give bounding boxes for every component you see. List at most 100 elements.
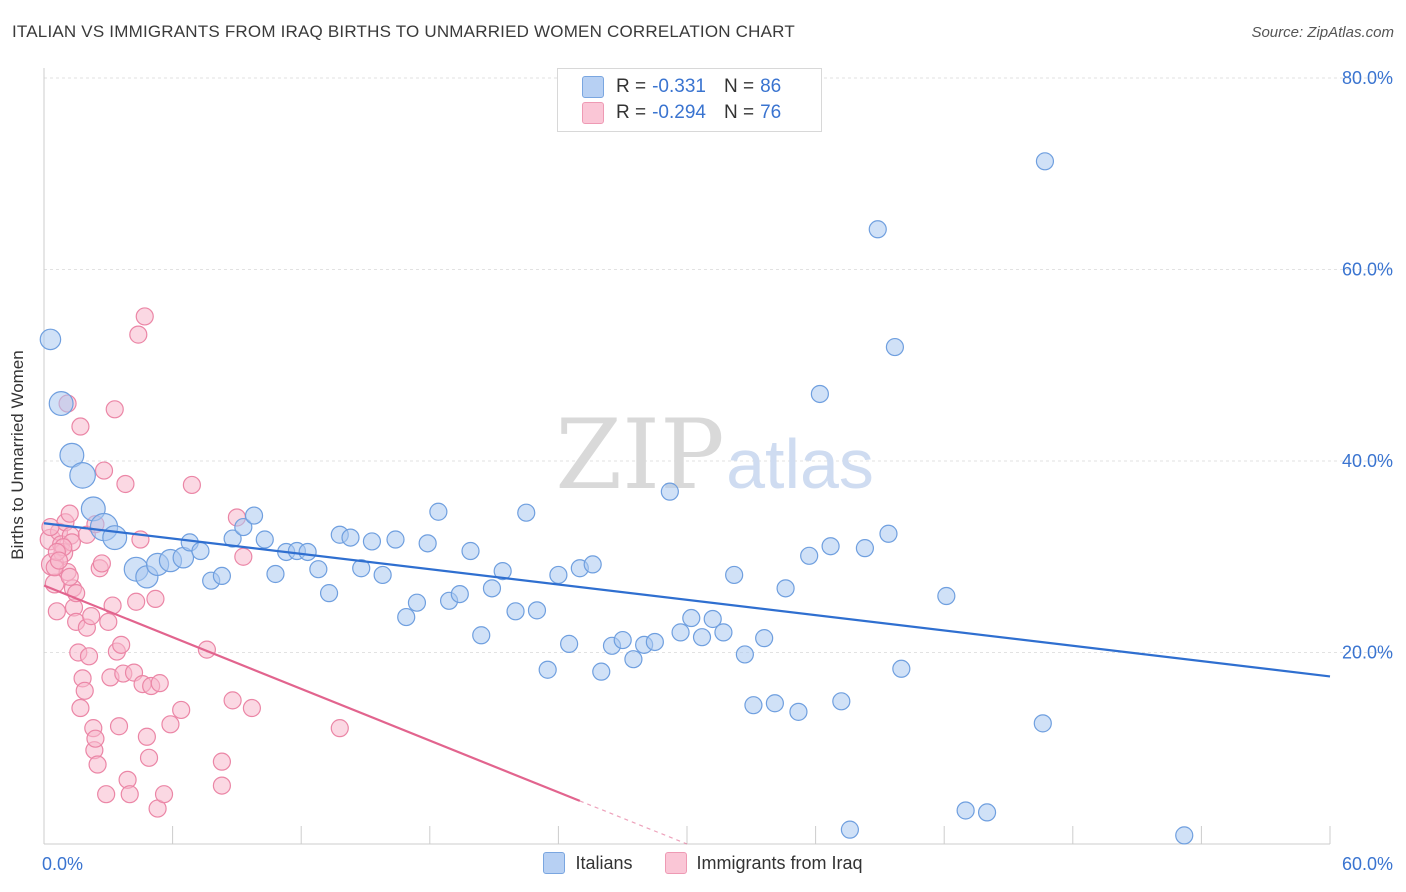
italians-point [397,607,416,627]
italians-point [937,586,956,606]
italians-point [191,541,210,561]
legend-item-italians[interactable]: Italians [543,852,633,874]
italians-point [472,626,491,645]
italians-swatch [582,76,604,98]
iraq-point [60,567,79,586]
italians-point [48,391,74,417]
iraq-point [154,785,174,804]
stats-legend: R = -0.331 N = 86 R = -0.294 N = 76 [557,68,822,132]
iraq-swatch [664,852,687,874]
iraq-point [135,307,154,326]
italians-point [885,337,905,357]
italians-point [735,645,754,664]
legend-r-label: R = [616,102,647,123]
italians-point [840,820,859,839]
legend-item-label: Italians [575,852,633,873]
italians-point [660,482,679,501]
legend-n-label: N = [723,76,755,97]
iraq-point [105,400,124,419]
x-tick-label: 0.0% [42,854,83,874]
italians-point [39,328,62,351]
italians-point [538,660,557,679]
legend-n-value: 76 [760,102,782,123]
italians-point [977,803,997,822]
italians-point [482,579,502,598]
italians-point [682,608,701,628]
italians-point [810,384,829,404]
italians-point [59,442,85,468]
italians-point [776,579,795,598]
italians-point [212,566,231,586]
italians-point [879,524,898,543]
italians-point [714,623,733,642]
series-iraq-points [39,307,349,818]
italians-point [1033,714,1052,733]
iraq-point [47,602,66,621]
iraq-point [172,700,191,720]
iraq-point [116,474,135,494]
italians-point [855,539,874,558]
iraq-point [212,752,231,771]
legend-n-value: 86 [760,76,782,97]
y-tick-label: 40.0% [1342,451,1393,471]
chart-title: ITALIAN VS IMMIGRANTS FROM IRAQ BIRTHS T… [12,22,795,41]
legend-item-iraq[interactable]: Immigrants from Iraq [664,852,863,874]
italians-point [583,555,602,574]
italians-point [234,517,253,537]
iraq-swatch [582,102,604,124]
legend-r-value: -0.294 [652,102,706,123]
italians-point [407,593,427,612]
italians-point [592,662,611,681]
trend-lines [43,522,1331,845]
watermark-zip: ZIP [555,399,724,511]
italians-point [703,609,722,629]
iraq-point [75,681,94,700]
x-tick-label: 60.0% [1342,854,1393,874]
italians-point [868,220,887,239]
italians-point [255,530,274,549]
y-tick-label: 20.0% [1342,643,1393,663]
italians-point [892,659,911,678]
iraq-point [129,325,148,344]
source-label: Source: ZipAtlas.com [1251,24,1394,41]
iraq-point [120,785,139,804]
iraq-point [79,647,99,666]
y-tick-label: 80.0% [1342,68,1393,88]
iraq-point [150,674,169,693]
italians-point [223,529,242,548]
iraq-point [94,461,114,480]
iraq-point [60,504,79,523]
italians-point [69,462,96,489]
iraq-point [99,612,118,631]
italians-point [319,584,339,603]
italians-point [800,546,819,565]
italians-point [560,634,579,653]
y-axis-label: Births to Unmarried Women [8,350,27,560]
iraq-point [212,776,231,795]
italians-point [821,537,840,556]
legend-row-iraq: R = -0.294 N = 76 [582,101,781,125]
iraq-point [112,635,131,654]
italians-point [527,601,547,620]
iraq-point [242,698,262,718]
iraq-trend-extension [579,800,688,845]
italians-point [266,564,285,584]
iraq-point [71,698,90,718]
watermark-atlas: atlas [726,425,874,503]
italians-point [450,584,469,604]
iraq-point [49,551,69,570]
italians-point [624,650,643,669]
italians-point [645,632,664,652]
series-italians-points [39,152,1194,845]
iraq-point [82,607,101,626]
italians-point [671,623,690,642]
iraq-point [41,517,60,537]
iraq-point [127,592,146,611]
iraq-point [234,547,253,566]
iraq-point [161,715,180,734]
italians-trend-line [43,522,1331,678]
italians-point [549,565,568,585]
italians-point [418,534,437,553]
grid-lines [44,77,1392,653]
iraq-point [92,554,111,573]
